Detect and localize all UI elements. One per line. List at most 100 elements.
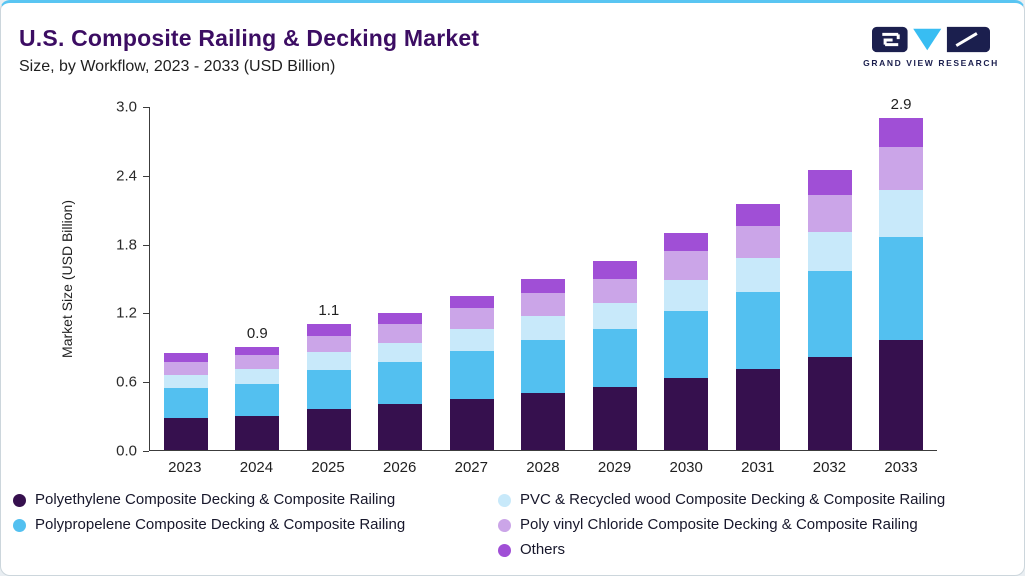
bar-2025: 1.1 <box>306 107 351 450</box>
legend-column-left: Polyethylene Composite Decking & Composi… <box>13 490 498 560</box>
bar-segment <box>664 310 709 378</box>
bar-2023 <box>163 107 208 450</box>
bar-value-label: 2.9 <box>890 96 912 114</box>
bar-segment <box>449 328 494 351</box>
logo: GRAND VIEW RESEARCH <box>856 25 1006 68</box>
bar-segment <box>306 335 351 352</box>
bar-segment <box>879 118 924 148</box>
plot-area: 0.9 1.1 2.9 <box>149 96 937 451</box>
bar-2027 <box>449 107 494 450</box>
bar-segment <box>235 368 280 384</box>
bar-segment <box>592 261 637 279</box>
bar-segment <box>521 293 566 317</box>
bar-segment <box>807 231 852 271</box>
legend-item: Polyethylene Composite Decking & Composi… <box>13 490 498 510</box>
x-axis-label: 2024 <box>239 459 274 476</box>
bar-segment <box>521 340 566 393</box>
bar-segment <box>592 387 637 450</box>
bar-segment <box>449 308 494 329</box>
legend-label: Polyethylene Composite Decking & Composi… <box>35 491 396 508</box>
bar-segment <box>736 204 781 226</box>
bar-segment <box>449 350 494 399</box>
bar-segment <box>163 418 208 450</box>
bar-segment <box>879 237 924 341</box>
bar-segment <box>879 340 924 450</box>
legend: Polyethylene Composite Decking & Composi… <box>13 490 1016 560</box>
y-axis-title-wrap: Market Size (USD Billion) <box>59 107 75 451</box>
x-axis-label: 2031 <box>741 459 775 476</box>
bar-2026 <box>378 107 423 450</box>
bar-segment <box>235 383 280 416</box>
legend-item: Poly vinyl Chloride Composite Decking & … <box>498 515 945 535</box>
bar-segment <box>235 347 280 356</box>
bar-2024: 0.9 <box>235 107 280 450</box>
bar-segment <box>235 355 280 369</box>
y-axis-tick <box>143 244 149 246</box>
y-axis-tick <box>143 175 149 177</box>
legend-swatch-icon <box>13 518 26 532</box>
gvr-logo-mark-icon <box>872 26 990 53</box>
x-axis-label: 2028 <box>526 459 560 476</box>
bar-segment <box>592 302 637 329</box>
bar-segment <box>378 404 423 450</box>
bar-segment <box>807 270 852 358</box>
legend-item: Polypropelene Composite Decking & Compos… <box>13 515 498 535</box>
legend-label: Poly vinyl Chloride Composite Decking & … <box>520 516 918 533</box>
y-axis-tick-label: 3.0 <box>116 98 137 116</box>
bar-segment <box>521 392 566 450</box>
bar-segment <box>378 324 423 343</box>
y-axis-tick <box>143 313 149 315</box>
bar-value-label: 1.1 <box>318 302 340 320</box>
bar-segment <box>736 368 781 450</box>
bar-segment <box>664 377 709 450</box>
bar-2031 <box>736 107 781 450</box>
bar-segment <box>807 195 852 232</box>
bar-segment <box>807 169 852 196</box>
bar-segment <box>306 324 351 336</box>
bar-segment <box>879 190 924 238</box>
bar-segment <box>163 388 208 418</box>
bar-segment <box>378 361 423 405</box>
legend-swatch-icon <box>13 493 26 507</box>
bar-segment <box>879 147 924 191</box>
bar-segment <box>736 257 781 293</box>
y-axis-tick-label: 0.6 <box>116 373 137 391</box>
bar-segment <box>736 225 781 258</box>
y-axis-tick-label: 1.8 <box>116 236 137 254</box>
legend-column-right: PVC & Recycled wood Composite Decking & … <box>498 490 945 560</box>
bar-segment <box>521 316 566 341</box>
bar-2033: 2.9 <box>879 96 924 450</box>
bar-segment <box>163 374 208 389</box>
bar-segment <box>592 328 637 388</box>
legend-swatch-icon <box>498 493 511 507</box>
y-axis-tick-label: 2.4 <box>116 167 137 185</box>
x-axis-label: 2030 <box>669 459 703 476</box>
x-axis-label: 2029 <box>597 459 632 476</box>
bar-segment <box>163 352 208 362</box>
logo-text: GRAND VIEW RESEARCH <box>863 58 999 68</box>
bar-segment <box>592 278 637 303</box>
bar-2032 <box>807 107 852 450</box>
bar-segment <box>306 369 351 409</box>
x-axis-labels: 2023 2024 2025 2026 2027 2028 2029 2030 2031 2032… <box>149 459 937 476</box>
bar-segment <box>235 415 280 450</box>
y-axis-title: Market Size (USD Billion) <box>59 200 75 358</box>
bar-segment <box>664 251 709 280</box>
bars: 0.9 1.1 2.9 <box>150 96 937 450</box>
page-subtitle: Size, by Workflow, 2023 - 2033 (USD Bill… <box>19 58 336 75</box>
bar-segment <box>807 357 852 450</box>
bar-2030 <box>664 107 709 450</box>
legend-label: PVC & Recycled wood Composite Decking & … <box>520 491 946 508</box>
bar-segment <box>521 278 566 294</box>
bar-2029 <box>592 107 637 450</box>
x-axis-label: 2033 <box>884 459 918 476</box>
legend-swatch-icon <box>498 518 511 532</box>
y-axis-tick <box>143 382 149 384</box>
bar-segment <box>163 362 208 375</box>
legend-item: PVC & Recycled wood Composite Decking & … <box>498 490 945 510</box>
chart-header: U.S. Composite Railing & Decking Market … <box>19 25 844 76</box>
bar-segment <box>378 342 423 362</box>
legend-label: Polypropelene Composite Decking & Compos… <box>35 516 406 533</box>
bar-segment <box>664 279 709 311</box>
